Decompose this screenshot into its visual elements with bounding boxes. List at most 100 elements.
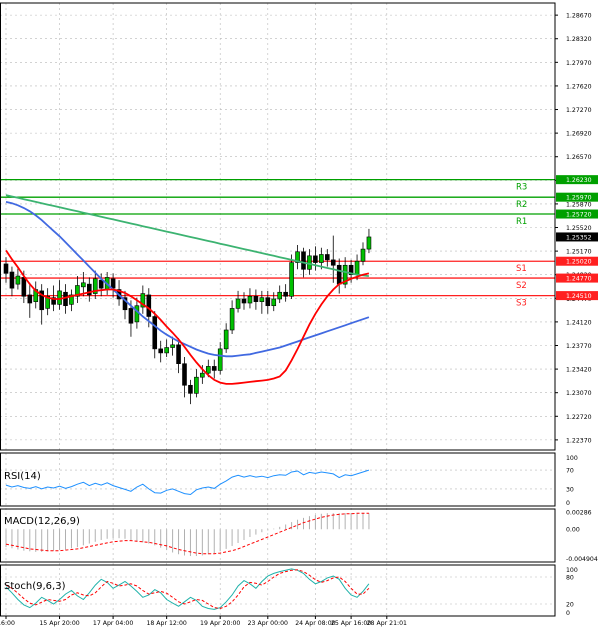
panel-frame — [0, 2, 556, 451]
candle-body — [45, 295, 50, 309]
level-price-box — [556, 256, 598, 266]
candle-body — [128, 308, 134, 324]
candle-body — [360, 248, 366, 262]
candle-body — [9, 271, 15, 289]
x-tick-label: 28 Apr 21:01 — [367, 620, 407, 627]
candle-body — [176, 344, 181, 365]
candle-body — [63, 291, 68, 307]
rsi-label: RSI(14) — [4, 471, 41, 482]
candle-body — [206, 366, 211, 374]
candle-body — [289, 262, 294, 297]
candle-body — [342, 264, 348, 285]
candle-body — [21, 277, 27, 297]
rsi-tick-label: 70 — [566, 468, 574, 475]
y-tick-label: 1.28670 — [566, 13, 592, 20]
level-price-box — [556, 273, 598, 283]
candle-body — [313, 255, 318, 263]
candle-body — [354, 260, 360, 276]
last-price-box — [556, 232, 598, 242]
candle-body — [211, 366, 217, 371]
y-tick-label: 1.22720 — [566, 414, 592, 421]
y-tick-label: 1.27970 — [566, 60, 592, 67]
x-tick-label: 17 Apr 04:00 — [93, 620, 133, 627]
rsi-line — [5, 469, 370, 496]
level-name-r3: R3 — [516, 183, 527, 193]
macd-tick-label: -0.004904 — [566, 556, 598, 563]
candle-body — [283, 291, 288, 297]
candle-body — [146, 294, 152, 317]
candle-body — [122, 297, 128, 311]
candle-body — [164, 347, 169, 354]
grid-lines — [0, 3, 555, 616]
indicator-panels: RSI(14) MACD(12,26,9) Stoch(9,6,3) — [4, 469, 370, 610]
candlestick-series — [3, 228, 372, 405]
candle-body — [253, 295, 259, 302]
macd-tick-label: 0.00 — [566, 527, 580, 534]
candle-body — [307, 255, 312, 270]
candle-body — [324, 254, 330, 261]
stoch-tick-label: 20 — [566, 602, 574, 609]
x-tick-label: 25 Apr 16:00 — [331, 620, 371, 627]
y-tick-label: 1.24120 — [566, 319, 592, 326]
macd-tick-label: 0.00286 — [566, 510, 592, 517]
axes: 1.28670 1.28320 1.27970 1.27620 1.27270 1.269… — [0, 13, 598, 627]
x-tick-label: 15 Apr 20:00 — [39, 620, 79, 627]
stoch-label: Stoch(9,6,3) — [4, 581, 66, 592]
candle-body — [152, 316, 158, 350]
moving-averages — [5, 194, 370, 385]
x-tick-label: 23 Apr 00:00 — [248, 620, 288, 627]
level-price-label: 1.25020 — [566, 259, 592, 266]
candle-body — [235, 298, 241, 309]
candle-body — [277, 291, 283, 300]
y-tick-label: 1.27270 — [566, 107, 592, 114]
y-tick-label: 1.25870 — [566, 201, 592, 208]
x-tick-label: 18 Apr 12:00 — [146, 620, 186, 627]
candle-body — [27, 294, 33, 304]
y-tick-label: 1.27620 — [566, 83, 592, 90]
level-name-s3: S3 — [516, 299, 527, 309]
stoch-tick-label: 80 — [566, 575, 574, 582]
moving-average-slow — [5, 194, 370, 277]
level-price-box — [556, 291, 598, 301]
level-name-s1: S1 — [516, 264, 527, 274]
moving-average-fast — [5, 249, 370, 385]
x-tick-label: 19 Apr 20:00 — [200, 620, 240, 627]
level-price-label: 1.25720 — [566, 212, 592, 219]
candle-body — [247, 295, 253, 304]
stoch-k-line — [5, 568, 370, 610]
candle-body — [241, 298, 247, 304]
panel-frame — [0, 564, 556, 617]
candle-body — [336, 264, 342, 285]
candle-body — [301, 251, 306, 270]
level-price-label: 1.24510 — [566, 293, 592, 300]
stoch-d-line — [5, 569, 370, 610]
candle-body — [200, 372, 205, 378]
level-name-r1: R1 — [516, 217, 527, 227]
candle-body — [69, 294, 74, 305]
candle-body — [259, 297, 265, 302]
level-price-label: 1.25970 — [566, 195, 592, 202]
x-tick-label: 16:00 — [0, 620, 15, 627]
panel-frame — [0, 452, 556, 507]
candle-body — [194, 376, 199, 394]
y-tick-label: 1.23420 — [566, 367, 592, 374]
candle-body — [140, 293, 146, 308]
y-tick-label: 1.25520 — [566, 225, 592, 232]
candle-body — [87, 283, 92, 296]
rsi-tick-label: 0 — [566, 500, 570, 507]
macd-signal-line — [5, 512, 369, 555]
level-name-s2: S2 — [516, 281, 527, 291]
level-price-label: 1.26230 — [566, 177, 592, 184]
y-tick-label: 1.22370 — [566, 437, 592, 444]
y-tick-label: 1.23070 — [566, 390, 592, 397]
macd-label: MACD(12,26,9) — [4, 516, 80, 527]
candle-body — [57, 290, 62, 305]
candle-body — [330, 259, 336, 266]
panel-frame — [0, 508, 556, 563]
candle-body — [15, 275, 21, 285]
candle-body — [98, 279, 104, 289]
candle-body — [170, 344, 175, 348]
candle-body — [188, 384, 193, 394]
candle-body — [51, 297, 56, 305]
